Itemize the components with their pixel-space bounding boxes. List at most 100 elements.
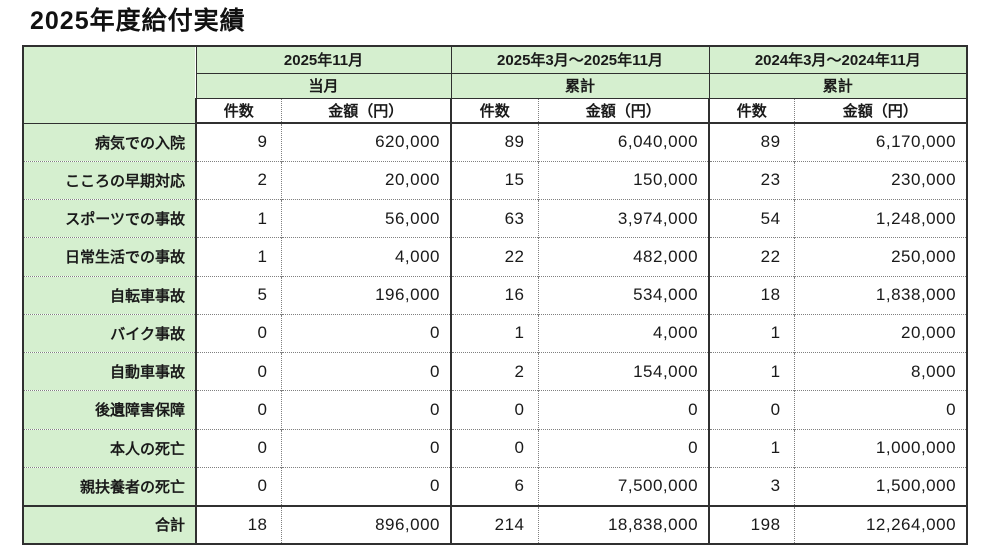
count-cell: 1 [195, 237, 281, 277]
amount-cell: 0 [280, 313, 452, 353]
amount-cell: 18,838,000 [537, 504, 710, 544]
count-cell: 5 [195, 275, 281, 315]
period-header-row: 2025年11月 2025年3月～2025年11月 2024年3月～2024年1… [22, 45, 968, 124]
amount-cell: 482,000 [537, 237, 710, 277]
total-row: 合計 18 896,000 214 18,838,000 198 12,264,000 [23, 504, 968, 544]
count-cell: 198 [708, 504, 795, 544]
table-row: こころの早期対応 2 20,000 15 150,000 23 230,000 [23, 160, 968, 200]
amount-cell: 12,264,000 [793, 504, 968, 544]
scope-header-current-month: 当月 [195, 72, 452, 99]
count-cell: 89 [450, 122, 539, 162]
count-cell: 18 [708, 275, 795, 315]
count-cell: 214 [450, 504, 539, 544]
amount-cell: 56,000 [280, 199, 452, 238]
row-label-cell: 本人の死亡 [23, 428, 197, 468]
amount-header-2: 金額（円） [537, 97, 710, 124]
count-cell: 0 [708, 390, 795, 430]
count-cell: 3 [708, 466, 795, 506]
amount-cell: 1,500,000 [793, 466, 968, 506]
scope-header-2024-cumulative: 累計 [708, 72, 968, 99]
amount-cell: 20,000 [793, 313, 968, 353]
count-cell: 54 [708, 199, 795, 238]
amount-cell: 1,000,000 [793, 428, 968, 468]
count-header-3: 件数 [708, 97, 795, 124]
count-cell: 2 [195, 160, 281, 200]
period-header-2025-cumulative: 2025年3月～2025年11月 [450, 45, 710, 74]
amount-cell: 896,000 [280, 504, 452, 544]
amount-cell: 1,838,000 [793, 275, 968, 315]
amount-cell: 0 [280, 428, 452, 468]
table-row: スポーツでの事故 1 56,000 63 3,974,000 54 1,248,000 [23, 199, 968, 238]
scope-header-2025-cumulative: 累計 [450, 72, 710, 99]
row-label-cell: 後遺障害保障 [23, 390, 197, 430]
amount-cell: 4,000 [280, 237, 452, 277]
table-row: 親扶養者の死亡 0 0 6 7,500,000 3 1,500,000 [23, 466, 968, 506]
row-label-cell: 自動車事故 [23, 352, 197, 391]
count-cell: 22 [708, 237, 795, 277]
amount-cell: 7,500,000 [537, 466, 710, 506]
count-header-2: 件数 [450, 97, 539, 124]
sub-header-row: 件数 金額（円） 件数 金額（円） 件数 金額（円） [23, 97, 968, 124]
count-cell: 22 [450, 237, 539, 277]
count-cell: 9 [195, 122, 281, 162]
count-header-1: 件数 [195, 97, 281, 124]
amount-header-1: 金額（円） [280, 97, 452, 124]
amount-cell: 230,000 [793, 160, 968, 200]
count-cell: 0 [195, 466, 281, 506]
amount-cell: 0 [793, 390, 968, 430]
amount-header-3: 金額（円） [793, 97, 968, 124]
table-body: 病気での入院 9 620,000 89 6,040,000 89 6,170,000 こころの… [23, 122, 968, 544]
amount-cell: 534,000 [537, 275, 710, 315]
count-cell: 89 [708, 122, 795, 162]
count-cell: 0 [450, 428, 539, 468]
count-cell: 0 [195, 428, 281, 468]
amount-cell: 154,000 [537, 352, 710, 391]
table-header: 2025年11月 2025年3月～2025年11月 2024年3月～2024年1… [22, 45, 968, 124]
page-title: 2025年度給付実績 [30, 7, 246, 35]
table-row: 本人の死亡 0 0 0 0 1 1,000,000 [23, 428, 968, 468]
table-row: 病気での入院 9 620,000 89 6,040,000 89 6,170,000 [23, 122, 968, 162]
count-cell: 1 [708, 352, 795, 391]
table-row: 後遺障害保障 0 0 0 0 0 0 [23, 390, 968, 430]
period-header-current-month: 2025年11月 [195, 45, 452, 74]
amount-cell: 0 [280, 390, 452, 430]
count-cell: 0 [195, 390, 281, 430]
row-label-cell: 日常生活での事故 [23, 237, 197, 277]
count-cell: 6 [450, 466, 539, 506]
amount-cell: 0 [280, 466, 452, 506]
count-cell: 1 [450, 313, 539, 353]
scope-header-row: 当月 累計 累計 [23, 72, 968, 99]
amount-cell: 0 [280, 352, 452, 391]
amount-cell: 8,000 [793, 352, 968, 391]
count-cell: 18 [195, 504, 281, 544]
count-cell: 0 [195, 352, 281, 391]
amount-cell: 4,000 [537, 313, 710, 353]
count-cell: 16 [450, 275, 539, 315]
count-cell: 1 [708, 313, 795, 353]
amount-cell: 0 [537, 390, 710, 430]
amount-cell: 20,000 [280, 160, 452, 200]
amount-cell: 196,000 [280, 275, 452, 315]
period-header-2024-cumulative: 2024年3月～2024年11月 [708, 45, 968, 74]
table-row: 自転車事故 5 196,000 16 534,000 18 1,838,000 [23, 275, 968, 315]
count-cell: 63 [450, 199, 539, 238]
corner-cell [22, 45, 197, 124]
row-label-cell: バイク事故 [23, 313, 197, 353]
amount-cell: 620,000 [280, 122, 452, 162]
amount-cell: 0 [537, 428, 710, 468]
row-label-cell: 親扶養者の死亡 [23, 466, 197, 506]
count-cell: 0 [450, 390, 539, 430]
table-row: 自動車事故 0 0 2 154,000 1 8,000 [23, 352, 968, 391]
amount-cell: 250,000 [793, 237, 968, 277]
row-label-cell: 合計 [23, 504, 197, 544]
row-label-cell: 病気での入院 [23, 122, 197, 162]
row-label-cell: 自転車事故 [23, 275, 197, 315]
count-cell: 1 [708, 428, 795, 468]
row-label-cell: こころの早期対応 [23, 160, 197, 200]
table-row: 日常生活での事故 1 4,000 22 482,000 22 250,000 [23, 237, 968, 277]
amount-cell: 3,974,000 [537, 199, 710, 238]
count-cell: 15 [450, 160, 539, 200]
count-cell: 23 [708, 160, 795, 200]
count-cell: 0 [195, 313, 281, 353]
